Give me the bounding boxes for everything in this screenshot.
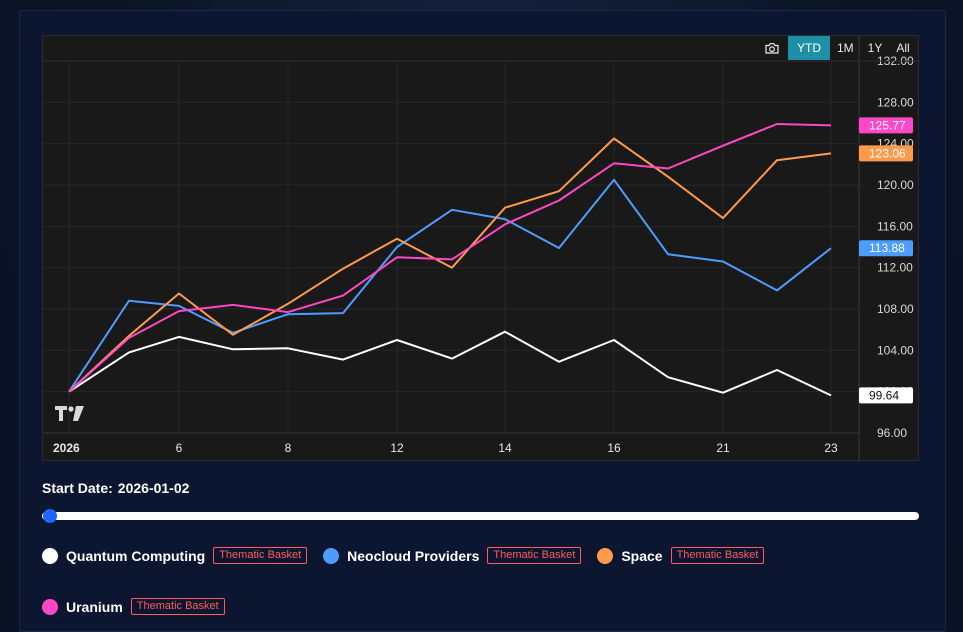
- start-date-label: Start Date:: [42, 480, 113, 496]
- chart-container[interactable]: 96.00100.00104.00108.00112.00116.00120.0…: [42, 35, 920, 462]
- last-value-badge: [859, 387, 913, 404]
- x-tick-label: 12: [390, 441, 404, 455]
- y-tick-label: 104.00: [877, 343, 914, 357]
- thematic-basket-badge: Thematic Basket: [213, 547, 308, 564]
- last-value-text: 99.64: [869, 388, 899, 402]
- legend-dot: [42, 598, 58, 615]
- legend-dot: [597, 547, 614, 564]
- series-line-quantum-computing: [68, 330, 832, 397]
- legend-label: Quantum Computing: [66, 547, 206, 564]
- series-line-uranium: [68, 123, 832, 393]
- last-value-text: 113.88: [869, 241, 905, 255]
- camera-icon[interactable]: [756, 36, 788, 60]
- last-value-badge: [859, 145, 913, 162]
- legend-item-quantum-computing[interactable]: Quantum Computing Thematic Basket: [42, 545, 308, 566]
- legend: Quantum Computing Thematic Basket Neoclo…: [42, 545, 922, 617]
- thematic-basket-badge: Thematic Basket: [487, 547, 582, 564]
- last-value-badge: [859, 240, 913, 257]
- legend-dot: [323, 547, 340, 564]
- last-value-text: 123.06: [869, 146, 906, 160]
- x-tick-label: 8: [285, 441, 292, 455]
- y-tick-label: 96.00: [877, 426, 907, 440]
- start-date: Start Date: 2026-01-02: [42, 480, 189, 496]
- legend-label: Uranium: [66, 598, 123, 615]
- start-date-value: 2026-01-02: [117, 480, 190, 496]
- range-button-1y[interactable]: 1Y: [867, 41, 883, 55]
- last-value-text: 125.77: [869, 118, 906, 132]
- range-button-all[interactable]: All: [896, 41, 910, 55]
- slider-track[interactable]: [42, 512, 919, 520]
- y-tick-label: 116.00: [877, 219, 913, 233]
- series-line-space: [68, 137, 832, 393]
- last-value-badge: [859, 117, 913, 134]
- last-value-label-neocloud-providers: 113.88: [859, 240, 913, 257]
- x-tick-label: 23: [824, 441, 838, 455]
- legend-label: Space: [621, 547, 663, 564]
- start-date-slider[interactable]: [42, 508, 919, 524]
- y-tick-label: 120.00: [877, 178, 914, 192]
- thematic-basket-badge: Thematic Basket: [670, 547, 765, 564]
- x-tick-label: 6: [176, 441, 183, 455]
- range-button-1m[interactable]: 1M: [837, 41, 854, 55]
- series-line-neocloud-providers: [68, 178, 832, 393]
- last-value-label-uranium: 125.77: [859, 117, 913, 134]
- x-tick-label: 2026: [53, 441, 80, 455]
- thematic-basket-badge: Thematic Basket: [130, 598, 225, 615]
- tradingview-logo-icon: [54, 404, 86, 422]
- y-tick-label: 108.00: [877, 302, 914, 316]
- slider-thumb[interactable]: [43, 509, 57, 523]
- legend-dot: [42, 547, 58, 564]
- legend-item-uranium[interactable]: Uranium Thematic Basket: [42, 596, 225, 617]
- y-tick-label: 128.00: [877, 95, 914, 109]
- last-value-label-space: 123.06: [859, 145, 913, 162]
- legend-item-neocloud-providers[interactable]: Neocloud Providers Thematic Basket: [323, 545, 582, 566]
- last-value-label-quantum-computing: 99.64: [859, 387, 913, 404]
- range-button-ytd[interactable]: YTD: [788, 36, 830, 60]
- line-chart[interactable]: 96.00100.00104.00108.00112.00116.00120.0…: [43, 36, 920, 462]
- x-tick-label: 16: [607, 441, 621, 455]
- x-tick-label: 21: [716, 441, 730, 455]
- chart-toolbar: YTD 1M 1Y All: [756, 36, 917, 60]
- x-tick-label: 14: [498, 441, 512, 455]
- legend-item-space[interactable]: Space Thematic Basket: [597, 545, 765, 566]
- legend-label: Neocloud Providers: [347, 547, 480, 564]
- y-tick-label: 112.00: [877, 261, 913, 275]
